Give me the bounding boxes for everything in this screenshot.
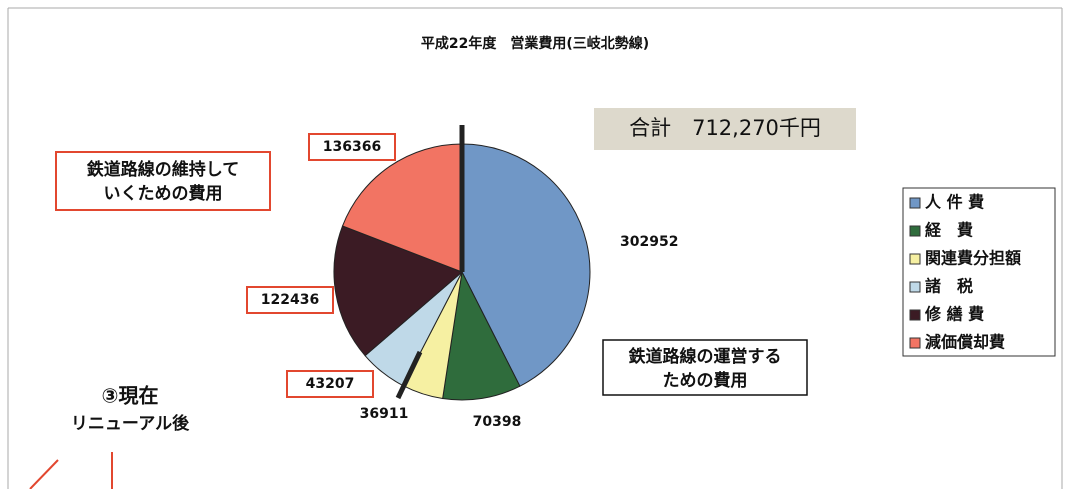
data-label: 122436	[261, 292, 319, 308]
label-box	[286, 370, 374, 398]
legend-swatch	[909, 309, 921, 321]
total-label: 合計 712,270千円	[629, 116, 821, 140]
divider	[395, 350, 423, 400]
data-label: 136366	[323, 139, 381, 155]
pie-slice	[341, 143, 463, 273]
data-label: 70398	[473, 414, 522, 430]
legend-swatch	[909, 253, 921, 265]
annotation: リニューアル後	[71, 413, 190, 434]
annotation-box	[55, 151, 271, 211]
annotation: 鉄道路線の維持して	[87, 159, 240, 180]
legend-label: 関連費分担額	[925, 249, 1021, 268]
legend-swatch	[909, 225, 921, 237]
annotation: 鉄道路線の運営する	[629, 346, 782, 367]
legend-label: 諸 税	[925, 277, 973, 296]
pie-slice	[333, 225, 463, 357]
label-box	[246, 286, 334, 314]
legend-swatch	[909, 281, 921, 293]
legend-label: 減価償却費	[925, 333, 1005, 352]
data-label: 43207	[306, 376, 355, 392]
total-box	[594, 108, 856, 150]
data-label: 36911	[360, 406, 409, 422]
pie-slice	[461, 143, 591, 387]
annotation: ③現在	[102, 384, 159, 408]
legend-swatch	[909, 337, 921, 349]
legend-box	[902, 187, 1056, 357]
legend-swatch	[909, 197, 921, 209]
legend-label: 修 繕 費	[924, 305, 984, 324]
label-box	[308, 133, 396, 161]
annotation: いくための費用	[104, 183, 223, 204]
chart-title: 平成22年度 営業費用(三岐北勢線)	[421, 35, 649, 52]
arrow	[29, 459, 59, 489]
data-label: 302952	[620, 234, 678, 250]
legend-label: 人 件 費	[925, 193, 984, 212]
pie-slice	[442, 270, 521, 401]
annotation-box	[602, 339, 808, 396]
annotation: ための費用	[663, 370, 748, 391]
legend-label: 経 費	[925, 221, 973, 240]
